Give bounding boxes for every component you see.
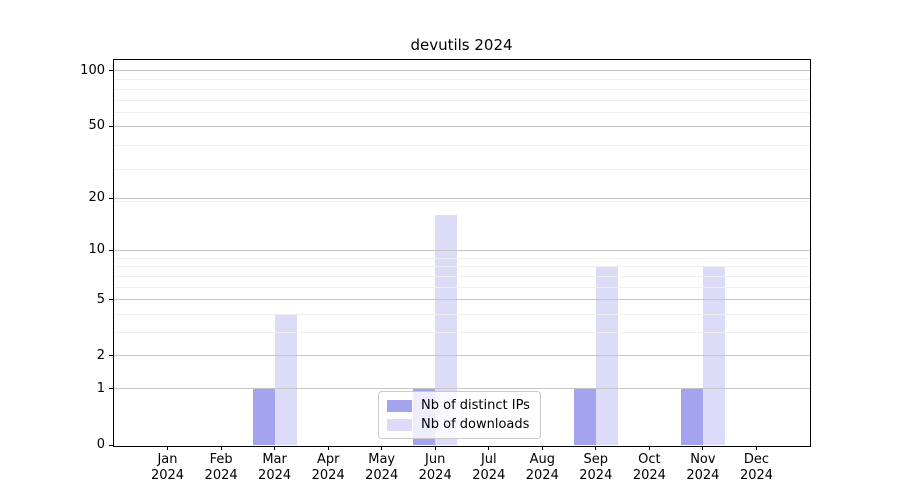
major-gridline <box>114 70 810 71</box>
legend-label: Nb of downloads <box>421 417 530 432</box>
y-tick-mark <box>109 355 113 357</box>
plot-area <box>114 60 810 445</box>
bar-distinct-ips-nov <box>680 388 703 445</box>
minor-gridline <box>114 99 810 101</box>
y-tick-mark <box>109 388 113 390</box>
x-tick-mark <box>327 446 329 450</box>
minor-gridline <box>114 201 810 203</box>
major-gridline <box>114 197 810 199</box>
x-tick-label-may: May 2024 <box>365 452 399 483</box>
y-tick-label: 0 <box>96 437 105 452</box>
minor-gridline <box>114 286 810 288</box>
x-tick-label-apr: Apr 2024 <box>311 452 345 483</box>
x-tick-label-oct: Oct 2024 <box>632 452 666 483</box>
bar-distinct-ips-sep <box>573 388 596 445</box>
y-tick-mark <box>109 249 113 251</box>
major-gridline <box>114 355 810 357</box>
bar-downloads-mar <box>274 314 297 445</box>
y-tick-label: 5 <box>96 291 105 307</box>
x-tick-mark <box>167 446 168 450</box>
minor-gridline <box>114 79 810 81</box>
x-tick-mark <box>220 446 222 450</box>
minor-gridline <box>114 257 810 259</box>
legend-swatch-icon <box>387 418 412 431</box>
minor-gridline <box>114 313 810 315</box>
y-tick-mark <box>109 70 113 71</box>
minor-gridline <box>114 145 810 147</box>
chart-title: devutils 2024 <box>410 36 513 54</box>
x-tick-label-mar: Mar 2024 <box>258 452 292 483</box>
x-tick-label-feb: Feb 2024 <box>204 452 238 483</box>
y-tick-mark <box>109 299 113 301</box>
x-tick-mark <box>488 446 490 450</box>
plot-border <box>113 59 811 447</box>
legend: Nb of distinct IPs Nb of downloads <box>378 391 541 439</box>
x-tick-label-nov: Nov 2024 <box>686 452 720 483</box>
y-tick-mark <box>109 125 113 127</box>
minor-gridline <box>114 112 810 114</box>
x-tick-label-jul: Jul 2024 <box>472 452 506 483</box>
major-gridline <box>114 125 810 127</box>
x-tick-mark <box>595 446 597 450</box>
x-tick-label-aug: Aug 2024 <box>525 452 559 483</box>
major-gridline <box>114 388 810 390</box>
y-tick-label: 1 <box>96 380 105 396</box>
x-tick-mark <box>541 446 543 450</box>
minor-gridline <box>114 332 810 333</box>
x-tick-label-jan: Jan 2024 <box>150 452 185 483</box>
bar-distinct-ips-mar <box>252 388 275 445</box>
legend-row: Nb of distinct IPs <box>387 398 530 413</box>
minor-gridline <box>114 168 810 170</box>
y-tick-label: 2 <box>96 347 105 363</box>
major-gridline <box>114 299 810 301</box>
x-tick-label-dec: Dec 2024 <box>739 452 774 483</box>
minor-gridline <box>114 266 810 268</box>
legend-swatch-icon <box>387 399 412 412</box>
y-tick-label: 100 <box>80 62 105 78</box>
y-tick-label: 50 <box>88 118 105 133</box>
x-tick-label-jun: Jun 2024 <box>418 452 452 483</box>
minor-gridline <box>114 88 810 90</box>
x-tick-label-sep: Sep 2024 <box>579 452 613 483</box>
y-tick-mark <box>109 197 113 199</box>
bar-downloads-jun <box>435 215 458 445</box>
legend-label: Nb of distinct IPs <box>421 398 530 413</box>
x-tick-mark <box>702 446 704 450</box>
major-gridline <box>114 249 810 251</box>
y-tick-label: 20 <box>88 190 105 205</box>
x-tick-mark <box>648 446 650 450</box>
x-tick-mark <box>381 446 383 450</box>
y-tick-mark <box>109 444 113 446</box>
x-tick-mark <box>274 446 276 450</box>
x-tick-mark <box>434 446 436 450</box>
y-tick-label: 10 <box>88 242 105 258</box>
minor-gridline <box>114 275 810 277</box>
legend-row: Nb of downloads <box>387 417 530 432</box>
x-tick-mark <box>756 446 757 450</box>
